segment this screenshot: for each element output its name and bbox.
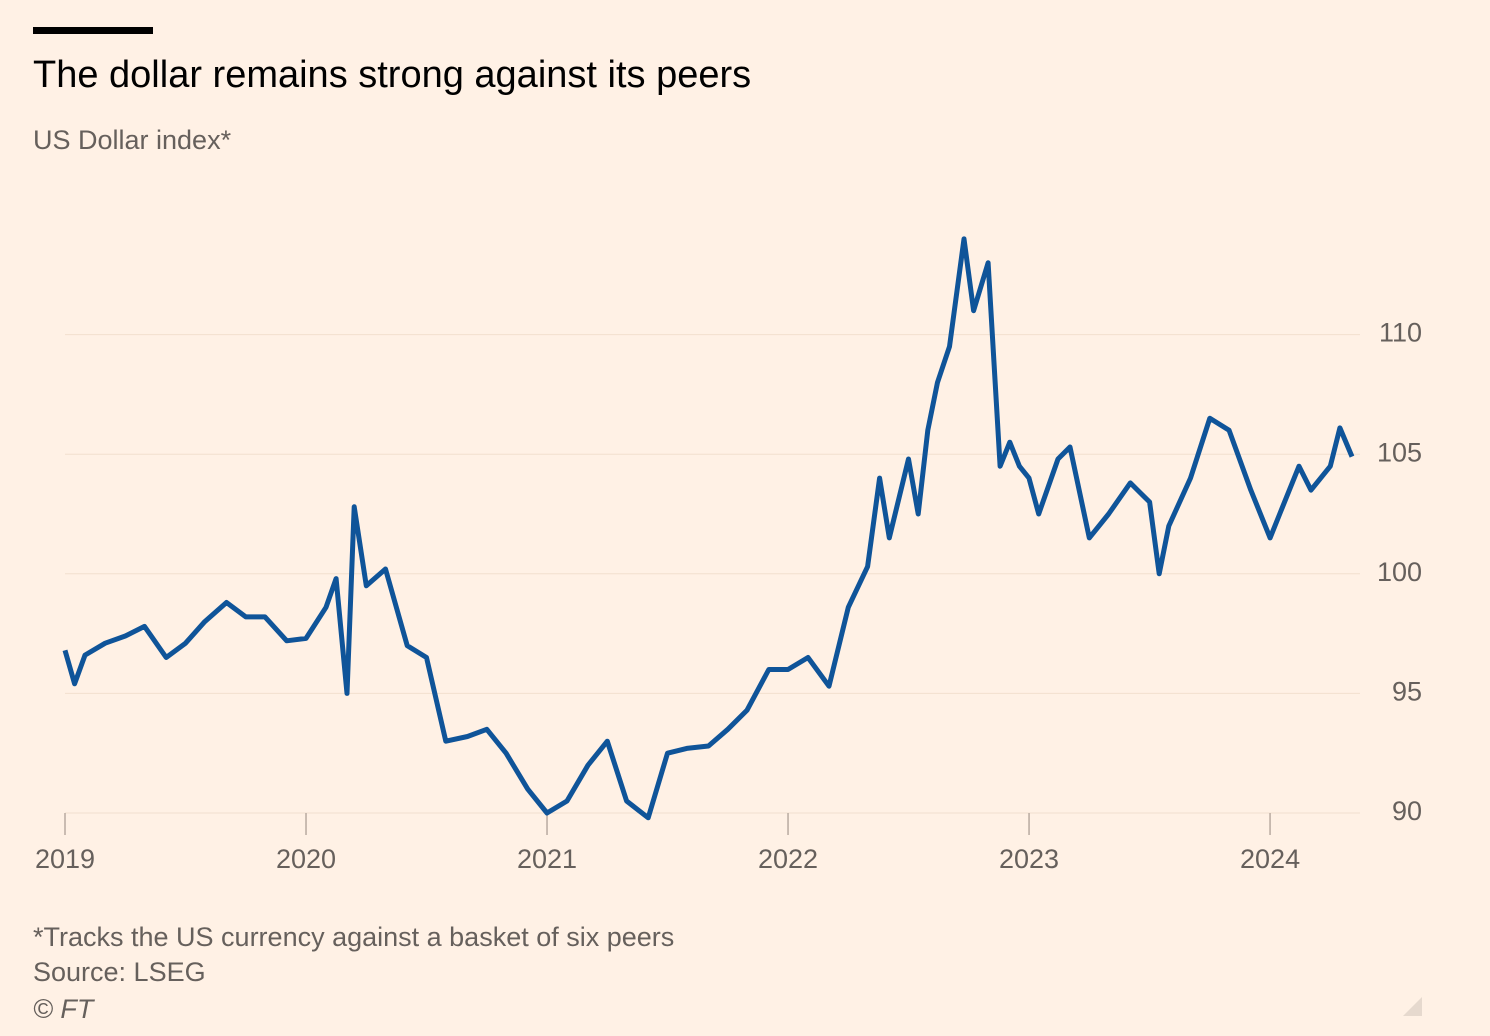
y-tick-label: 110	[1379, 318, 1422, 348]
x-tick-label: 2021	[517, 844, 577, 874]
chart-subtitle: US Dollar index*	[33, 125, 232, 155]
x-tick-label: 2020	[276, 844, 336, 874]
x-tick-label: 2022	[758, 844, 818, 874]
resize-corner	[1403, 997, 1422, 1016]
copyright: © FT	[33, 994, 96, 1024]
y-tick-label: 90	[1392, 796, 1422, 826]
data-line	[62, 236, 1355, 821]
y-tick-label: 100	[1377, 557, 1422, 587]
source: Source: LSEG	[33, 957, 206, 987]
x-tick-label: 2024	[1240, 844, 1300, 874]
title-bar	[33, 27, 153, 34]
footnote: *Tracks the US currency against a basket…	[33, 922, 674, 952]
chart-title: The dollar remains strong against its pe…	[33, 54, 751, 96]
x-tick-label: 2019	[35, 844, 95, 874]
y-tick-label: 95	[1392, 677, 1422, 707]
y-tick-label: 105	[1377, 437, 1422, 467]
x-tick-label: 2023	[999, 844, 1059, 874]
